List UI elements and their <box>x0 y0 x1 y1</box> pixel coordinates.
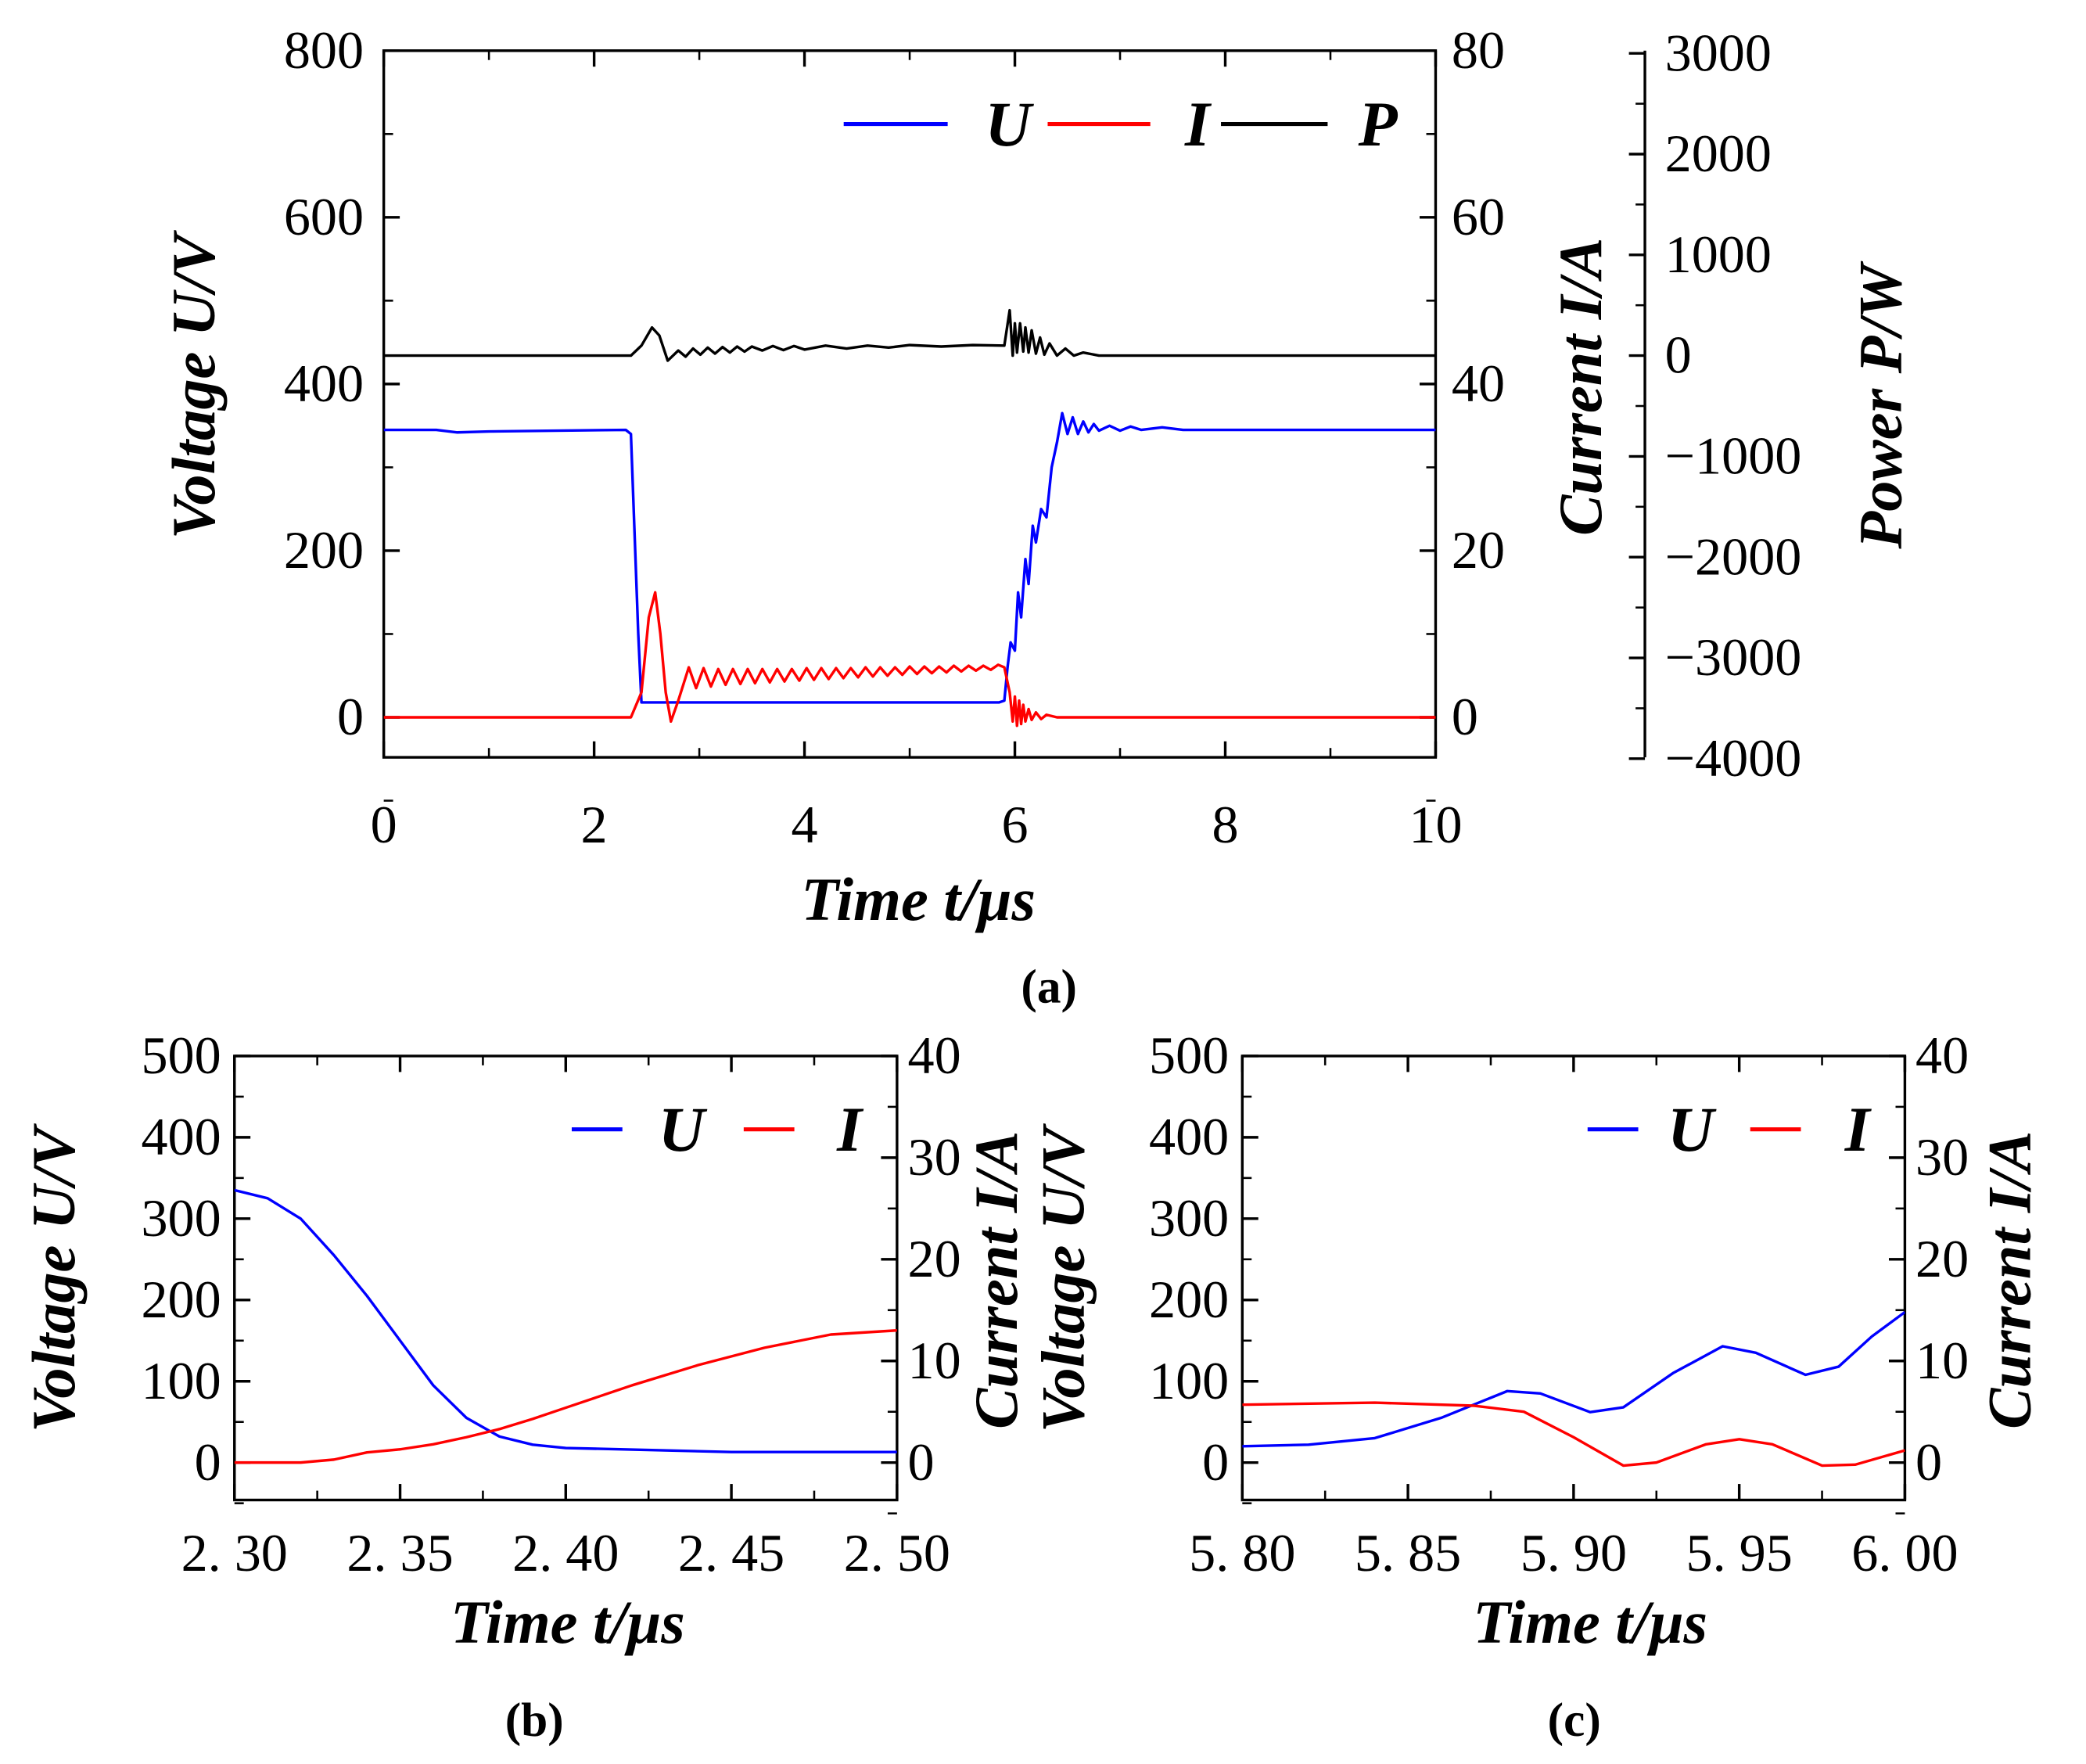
y-left-tick-label: 0 <box>337 687 364 746</box>
power-tick-label: 1000 <box>1665 225 1772 284</box>
panel-a: 0 2 4 6 8 10 0 200 400 600 800 0 20 40 60 80 −4000 −3000 −… <box>160 20 1914 1014</box>
x-tick-label: 5. 90 <box>1521 1523 1627 1583</box>
y-left-tick-label: 400 <box>1149 1107 1229 1166</box>
series-line-I <box>1242 1401 1905 1468</box>
x-tick-label: 0 <box>371 795 397 854</box>
y-right-axis-title: Current I/A <box>1976 1131 2044 1429</box>
x-tick-label: 6. 00 <box>1851 1523 1958 1583</box>
x-axis-title: Time t/μs <box>451 1588 685 1656</box>
y-right-tick-label: 10 <box>1915 1331 1969 1390</box>
y-left-tick-label: 0 <box>1202 1432 1229 1492</box>
y-right-tick-label: 40 <box>1915 1026 1969 1085</box>
x-tick-label: 2 <box>581 795 608 854</box>
x-tick-label: 5. 80 <box>1189 1523 1295 1583</box>
x-tick-label: 2. 40 <box>512 1523 619 1583</box>
y-left-tick-label: 0 <box>195 1432 221 1492</box>
legend-label-I: I <box>836 1094 864 1165</box>
x-tick-label: 8 <box>1212 795 1238 854</box>
x-tick-label: 5. 95 <box>1686 1523 1792 1583</box>
x-tick-label: 2. 45 <box>678 1523 784 1583</box>
x-tick-label: 4 <box>792 795 818 854</box>
y-right-tick-label: 0 <box>1452 687 1478 746</box>
y-left-tick-label: 300 <box>141 1188 221 1248</box>
y-left-axis-title: Voltage U/V <box>20 1123 88 1433</box>
x-axis-title: Time t/μs <box>1473 1588 1707 1656</box>
plot-frame <box>233 1054 899 1502</box>
panel-caption: (a) <box>1021 961 1077 1014</box>
series-line-I <box>383 591 1436 728</box>
x-tick-label: 5. 85 <box>1355 1523 1461 1583</box>
power-tick-label: −1000 <box>1665 426 1802 486</box>
y-left-axis-title: Voltage U/V <box>160 230 228 540</box>
series-line-P <box>383 308 1436 362</box>
x-tick-label: 10 <box>1409 795 1462 854</box>
x-axis-title: Time t/μs <box>801 865 1036 933</box>
y-left-tick-label: 400 <box>141 1107 221 1166</box>
panel-b: 2. 30 2. 35 2. 40 2. 45 2. 50010020030040050… <box>20 1026 1030 1747</box>
series-line-U <box>383 411 1436 704</box>
power-tick-label: 3000 <box>1665 23 1772 82</box>
y-right-tick-label: 20 <box>1452 520 1505 580</box>
power-tick-label: 2000 <box>1665 124 1772 183</box>
panel-caption: (c) <box>1548 1694 1601 1747</box>
legend-label-U: U <box>985 88 1034 160</box>
power-tick-label: −4000 <box>1665 728 1802 788</box>
plot-frame <box>382 49 1438 759</box>
panel-c: 5. 80 5. 85 5. 90 5. 95 6. 00010020030040050… <box>1029 1026 2043 1747</box>
y-left-tick-label: 600 <box>284 187 364 246</box>
power-tick-label: −2000 <box>1665 526 1802 586</box>
y-right-tick-label: 30 <box>1915 1127 1969 1187</box>
y-right-tick-label: 0 <box>1915 1432 1942 1492</box>
y-right-tick-label: 40 <box>907 1026 960 1085</box>
y-right-tick-label: 0 <box>907 1432 934 1492</box>
y-left-tick-label: 300 <box>1149 1188 1229 1248</box>
y-right-tick-label: 40 <box>1452 354 1505 413</box>
legend-label-U: U <box>659 1094 708 1165</box>
power-tick-label: 0 <box>1665 325 1692 385</box>
y-left-tick-label: 200 <box>141 1270 221 1329</box>
power-axis-title: Power P/W <box>1846 260 1914 550</box>
y-right-axis-title: Current I/A <box>962 1131 1030 1429</box>
y-right-axis-title: Current I/A <box>1546 238 1614 536</box>
y-right-tick-label: 80 <box>1452 20 1505 80</box>
legend-label-P: P <box>1358 88 1398 160</box>
series-line-U <box>1242 1310 1905 1448</box>
y-left-tick-label: 200 <box>1149 1270 1229 1329</box>
y-left-axis-title: Voltage U/V <box>1029 1123 1097 1433</box>
series-line-U <box>234 1188 897 1453</box>
legend-label-U: U <box>1668 1094 1717 1165</box>
x-tick-label: 2. 30 <box>181 1523 288 1583</box>
y-left-tick-label: 100 <box>141 1351 221 1410</box>
y-right-tick-label: 20 <box>907 1229 960 1288</box>
y-left-tick-label: 200 <box>284 520 364 580</box>
y-right-tick-label: 60 <box>1452 187 1505 246</box>
series-line-I <box>234 1329 897 1464</box>
plot-frame <box>1240 1054 1907 1502</box>
x-tick-label: 2. 50 <box>844 1523 950 1583</box>
y-right-tick-label: 30 <box>907 1127 960 1187</box>
y-right-tick-label: 20 <box>1915 1229 1969 1288</box>
x-tick-label: 2. 35 <box>346 1523 453 1583</box>
panel-caption: (b) <box>505 1694 564 1747</box>
x-tick-label: 6 <box>1001 795 1028 854</box>
y-left-tick-label: 500 <box>141 1026 221 1085</box>
power-tick-label: −3000 <box>1665 627 1802 687</box>
y-left-tick-label: 100 <box>1149 1351 1229 1410</box>
y-left-tick-label: 400 <box>284 354 364 413</box>
y-right-tick-label: 10 <box>907 1331 960 1390</box>
legend-label-I: I <box>1184 88 1212 160</box>
y-left-tick-label: 500 <box>1149 1026 1229 1085</box>
legend-label-I: I <box>1844 1094 1872 1165</box>
y-left-tick-label: 800 <box>284 20 364 80</box>
